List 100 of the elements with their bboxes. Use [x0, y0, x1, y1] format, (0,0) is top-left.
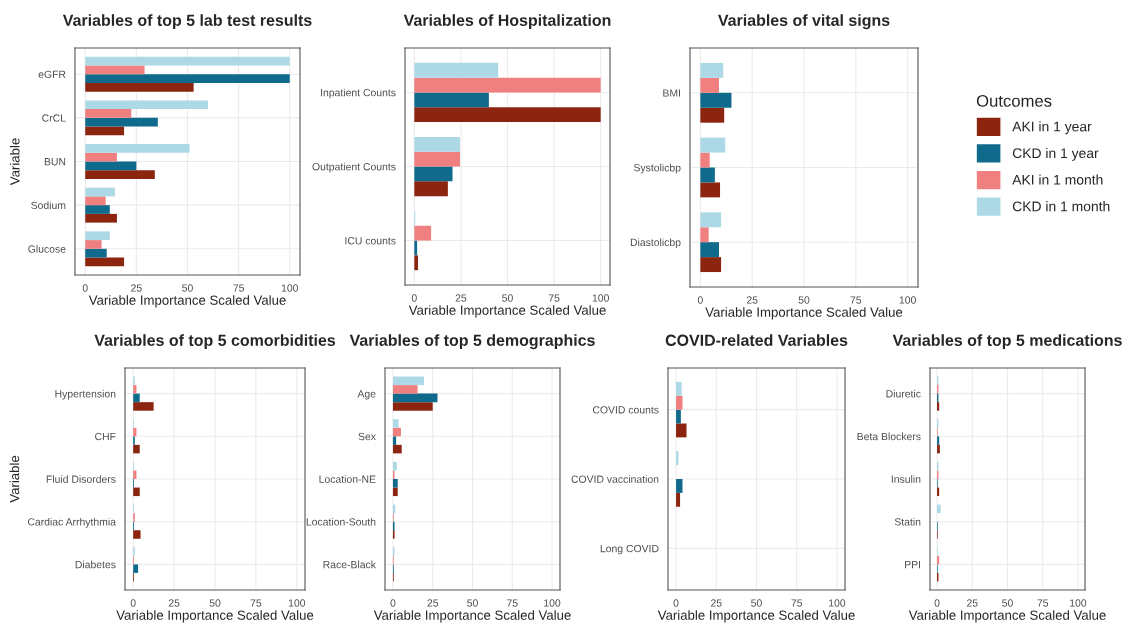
y-tick-label: BMI: [663, 89, 681, 97]
x-tick-label: 50: [502, 294, 513, 302]
bar: [700, 167, 715, 183]
y-tick-label: Long COVID: [600, 544, 659, 555]
bar: [133, 393, 140, 403]
y-tick-label: Diuretic: [886, 389, 921, 398]
y-tick-label: Location-South: [306, 517, 376, 526]
x-tick-label: 0: [390, 599, 396, 607]
x-tick-label: 25: [131, 284, 142, 292]
x-tick-label: 75: [250, 599, 262, 607]
bar: [85, 117, 158, 127]
x-tick-label: 0: [673, 599, 679, 607]
bar: [133, 385, 137, 394]
bar: [676, 409, 681, 424]
y-tick-label: COVID counts: [592, 406, 659, 414]
bar: [392, 393, 438, 403]
bar: [85, 213, 117, 223]
y-tick-label: Diastolicbp: [630, 238, 681, 249]
y-tick-label: Hypertension: [55, 389, 116, 400]
y-tick-label: Outpatient Counts: [312, 162, 396, 173]
x-axis-title: Variable Importance Scaled Value: [373, 610, 571, 623]
x-tick-label: 75: [507, 599, 518, 607]
x-tick-label: 75: [791, 599, 803, 607]
bar: [414, 240, 418, 256]
bar: [85, 109, 132, 118]
y-tick-label: Race-Black: [323, 560, 376, 569]
y-tick-label: BUN: [44, 158, 66, 166]
bar: [85, 65, 145, 75]
bar: [700, 152, 710, 168]
bar: [133, 470, 137, 479]
y-tick-label: Fluid Disorders: [46, 475, 116, 483]
bar: [414, 77, 601, 93]
x-tick-label: 50: [1002, 599, 1013, 607]
bar: [85, 196, 106, 206]
bar: [414, 92, 489, 108]
bar: [85, 126, 125, 136]
x-tick-label: 100: [1070, 599, 1087, 607]
chart-title: Variables of top 5 comorbidities: [94, 334, 336, 350]
y-tick-label: CrCL: [42, 114, 66, 122]
bar: [85, 100, 208, 110]
chart-title: COVID-related Variables: [665, 334, 848, 346]
bar: [392, 461, 397, 471]
bar: [85, 240, 102, 249]
y-tick-label: Glucose: [28, 245, 66, 253]
bar: [676, 395, 683, 410]
x-tick-label: 25: [967, 599, 978, 607]
y-tick-label: Statin: [894, 517, 921, 526]
bar: [700, 242, 720, 258]
bar: [414, 62, 499, 78]
bar: [85, 187, 115, 197]
bar: [676, 479, 683, 493]
x-tick-label: 50: [751, 599, 762, 607]
y-tick-label: Insulin: [891, 475, 921, 483]
bar: [414, 166, 453, 182]
bar: [700, 62, 724, 78]
bar: [133, 402, 154, 411]
bar: [392, 402, 433, 411]
y-tick-label: Sex: [358, 432, 376, 441]
bar: [85, 205, 110, 214]
bar: [133, 444, 140, 454]
chart-title: Variables of vital signs: [718, 14, 890, 30]
bar: [414, 136, 460, 152]
x-tick-label: 50: [209, 599, 221, 607]
bar: [392, 427, 401, 437]
bar: [676, 423, 687, 438]
y-tick-label: Cardiac Arrhythmia: [27, 517, 116, 528]
bar: [85, 82, 194, 92]
x-tick-label: 75: [850, 296, 862, 304]
x-tick-label: 0: [130, 599, 136, 607]
y-tick-label: Location-NE: [319, 475, 376, 483]
x-axis-title: Variable Importance Scaled Value: [657, 610, 855, 623]
x-axis-title: Variable Importance Scaled Value: [88, 295, 286, 308]
x-axis-title: Variable Importance Scaled Value: [408, 305, 606, 318]
y-axis-title: Variable: [9, 138, 20, 186]
bar: [414, 151, 460, 167]
y-tick-label: Beta Blockers: [857, 432, 921, 441]
bar: [85, 56, 290, 66]
x-tick-label: 100: [829, 599, 846, 607]
bar: [392, 479, 398, 488]
x-tick-label: 25: [746, 296, 758, 304]
bar: [392, 436, 397, 445]
bar: [85, 257, 125, 267]
legend-label: CKD in 1 month: [1012, 201, 1110, 212]
x-axis-title: Variable Importance Scaled Value: [705, 307, 903, 320]
chart-title: Variables of Hospitalization: [403, 14, 611, 30]
bar: [85, 144, 190, 153]
bar: [700, 257, 722, 273]
bar: [392, 385, 418, 394]
y-tick-label: Diabetes: [75, 560, 116, 569]
legend-label: AKI in 1 year: [1012, 121, 1092, 135]
bar: [700, 137, 726, 153]
bar: [700, 107, 725, 123]
legend-label: CKD in 1 year: [1012, 147, 1099, 161]
bar: [133, 487, 140, 497]
bar: [700, 227, 709, 243]
bar: [414, 107, 601, 123]
x-tick-label: 25: [455, 294, 467, 302]
x-tick-label: 0: [411, 294, 417, 302]
x-tick-label: 75: [548, 294, 560, 302]
bar: [85, 231, 110, 241]
